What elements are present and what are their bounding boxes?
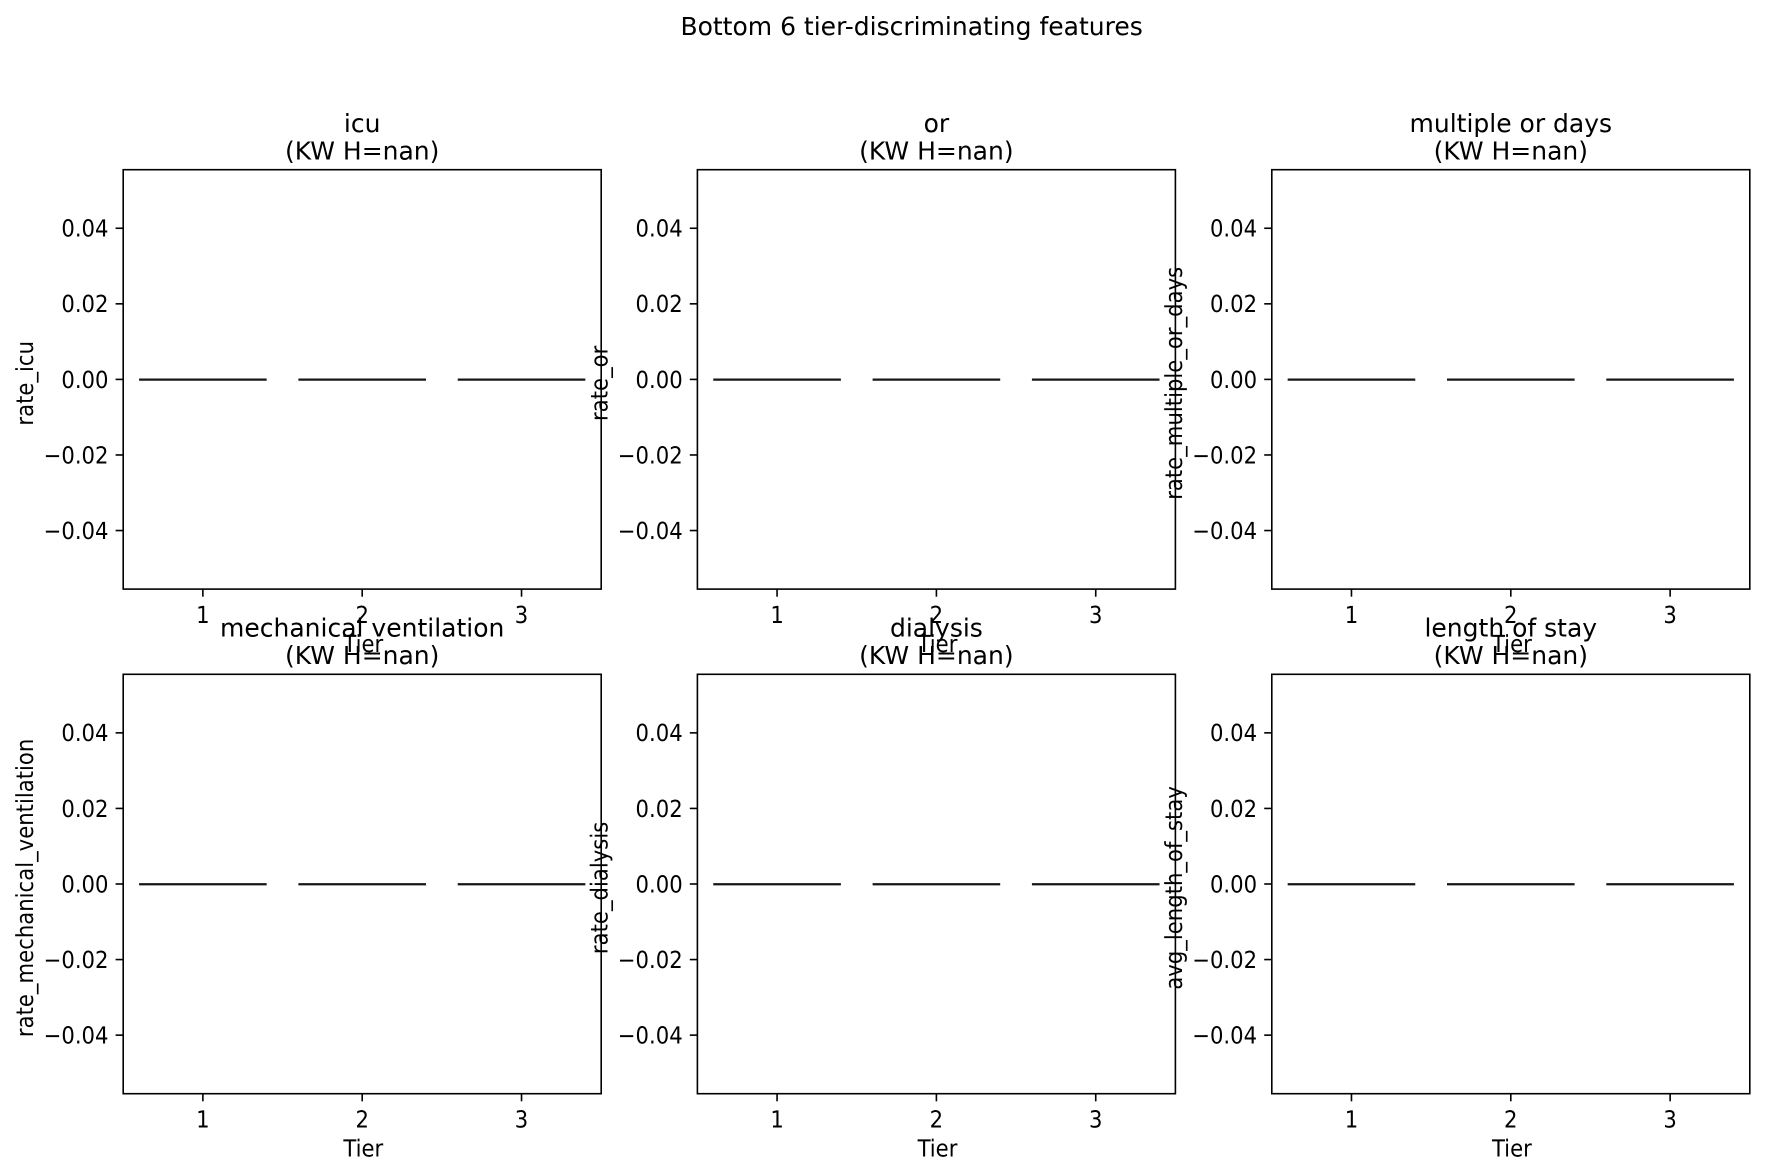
- svg-text:0.00: 0.00: [61, 870, 108, 898]
- svg-text:2: 2: [930, 601, 943, 629]
- svg-text:Tier: Tier: [917, 1135, 958, 1163]
- svg-text:−0.02: −0.02: [618, 946, 683, 974]
- svg-text:icu: icu: [344, 109, 381, 138]
- svg-text:−0.04: −0.04: [618, 1021, 683, 1049]
- svg-text:−0.02: −0.02: [1192, 441, 1257, 469]
- svg-text:1: 1: [196, 1106, 209, 1134]
- svg-text:rate_or: rate_or: [585, 345, 613, 421]
- svg-text:2: 2: [1504, 601, 1517, 629]
- svg-text:Tier: Tier: [1491, 1135, 1532, 1163]
- svg-text:3: 3: [515, 1106, 528, 1134]
- svg-text:1: 1: [770, 1106, 783, 1134]
- svg-text:−0.04: −0.04: [44, 517, 109, 545]
- svg-text:avg_length_of_stay: avg_length_of_stay: [1160, 786, 1188, 990]
- svg-text:2: 2: [930, 1106, 943, 1134]
- svg-text:1: 1: [1345, 601, 1358, 629]
- svg-text:−0.04: −0.04: [1192, 1021, 1257, 1049]
- svg-text:0.04: 0.04: [61, 719, 108, 747]
- svg-text:−0.02: −0.02: [44, 946, 109, 974]
- svg-text:Bottom 6 tier-discriminating f: Bottom 6 tier-discriminating features: [680, 12, 1142, 41]
- svg-text:1: 1: [1345, 1106, 1358, 1134]
- svg-text:Tier: Tier: [342, 1135, 383, 1163]
- svg-text:2: 2: [355, 1106, 368, 1134]
- svg-text:3: 3: [1663, 601, 1676, 629]
- svg-text:0.00: 0.00: [1210, 870, 1257, 898]
- svg-text:0.04: 0.04: [1210, 215, 1257, 243]
- svg-text:rate_dialysis: rate_dialysis: [585, 822, 613, 954]
- svg-text:0.02: 0.02: [1210, 795, 1257, 823]
- svg-text:rate_multiple_or_days: rate_multiple_or_days: [1160, 267, 1188, 500]
- svg-text:−0.04: −0.04: [44, 1021, 109, 1049]
- svg-text:0.02: 0.02: [636, 795, 683, 823]
- svg-text:0.02: 0.02: [61, 290, 108, 318]
- svg-text:−0.02: −0.02: [44, 441, 109, 469]
- svg-text:3: 3: [1089, 1106, 1102, 1134]
- svg-text:mechanical ventilation: mechanical ventilation: [220, 614, 504, 643]
- svg-text:0.04: 0.04: [1210, 719, 1257, 747]
- svg-text:0.02: 0.02: [636, 290, 683, 318]
- svg-text:−0.04: −0.04: [1192, 517, 1257, 545]
- svg-text:−0.02: −0.02: [618, 441, 683, 469]
- svg-text:−0.02: −0.02: [1192, 946, 1257, 974]
- svg-text:Tier: Tier: [342, 630, 383, 658]
- svg-text:0.00: 0.00: [636, 366, 683, 394]
- svg-text:dialysis: dialysis: [890, 614, 983, 643]
- svg-text:2: 2: [355, 601, 368, 629]
- svg-text:(KW H=nan): (KW H=nan): [1434, 137, 1588, 166]
- svg-text:(KW H=nan): (KW H=nan): [285, 137, 439, 166]
- svg-text:0.02: 0.02: [1210, 290, 1257, 318]
- svg-text:3: 3: [1089, 601, 1102, 629]
- svg-text:1: 1: [196, 601, 209, 629]
- svg-text:0.04: 0.04: [636, 719, 683, 747]
- svg-text:length of stay: length of stay: [1424, 614, 1597, 643]
- svg-text:2: 2: [1504, 1106, 1517, 1134]
- svg-text:0.00: 0.00: [61, 366, 108, 394]
- svg-text:(KW H=nan): (KW H=nan): [859, 137, 1013, 166]
- svg-text:1: 1: [770, 601, 783, 629]
- svg-text:3: 3: [515, 601, 528, 629]
- svg-text:(KW H=nan): (KW H=nan): [1434, 641, 1588, 670]
- svg-text:0.04: 0.04: [636, 215, 683, 243]
- svg-text:rate_mechanical_ventilation: rate_mechanical_ventilation: [11, 739, 39, 1037]
- svg-text:0.02: 0.02: [61, 795, 108, 823]
- svg-text:rate_icu: rate_icu: [11, 341, 39, 426]
- svg-text:multiple or days: multiple or days: [1410, 109, 1613, 138]
- svg-text:0.00: 0.00: [1210, 366, 1257, 394]
- svg-text:Tier: Tier: [1491, 630, 1532, 658]
- svg-text:3: 3: [1663, 1106, 1676, 1134]
- svg-text:0.04: 0.04: [61, 215, 108, 243]
- svg-text:Tier: Tier: [917, 630, 958, 658]
- svg-text:−0.04: −0.04: [618, 517, 683, 545]
- svg-text:(KW H=nan): (KW H=nan): [859, 641, 1013, 670]
- svg-text:0.00: 0.00: [636, 870, 683, 898]
- svg-text:or: or: [924, 109, 950, 138]
- svg-text:(KW H=nan): (KW H=nan): [285, 641, 439, 670]
